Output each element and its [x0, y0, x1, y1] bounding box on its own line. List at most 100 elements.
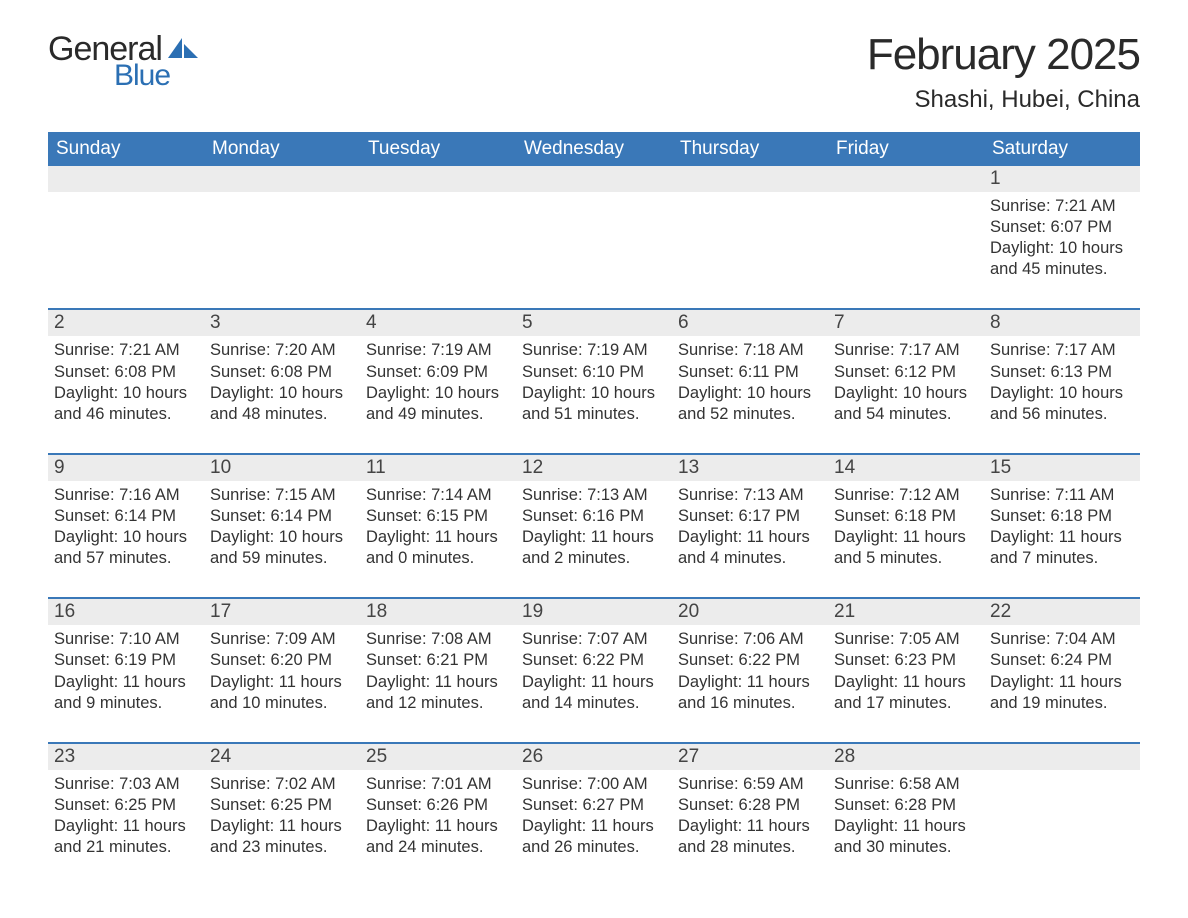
day-number-empty	[516, 166, 672, 192]
day-of-week-label: Saturday	[984, 132, 1140, 166]
sunrise-line: Sunrise: 7:03 AM	[54, 774, 198, 795]
daylight-line: Daylight: 11 hours and 0 minutes.	[366, 527, 510, 569]
calendar-week: 232425262728Sunrise: 7:03 AMSunset: 6:25…	[48, 742, 1140, 868]
daylight-line: Daylight: 11 hours and 16 minutes.	[678, 672, 822, 714]
daylight-line: Daylight: 11 hours and 17 minutes.	[834, 672, 978, 714]
day-cell: Sunrise: 7:07 AMSunset: 6:22 PMDaylight:…	[516, 625, 672, 741]
sunset-line: Sunset: 6:22 PM	[522, 650, 666, 671]
sunset-line: Sunset: 6:15 PM	[366, 506, 510, 527]
sunrise-line: Sunrise: 7:05 AM	[834, 629, 978, 650]
day-cell: Sunrise: 7:06 AMSunset: 6:22 PMDaylight:…	[672, 625, 828, 741]
day-number-empty	[984, 742, 1140, 770]
daylight-line: Daylight: 10 hours and 46 minutes.	[54, 383, 198, 425]
sunset-line: Sunset: 6:07 PM	[990, 217, 1134, 238]
day-number: 20	[672, 597, 828, 625]
day-cell: Sunrise: 7:08 AMSunset: 6:21 PMDaylight:…	[360, 625, 516, 741]
sunrise-line: Sunrise: 7:02 AM	[210, 774, 354, 795]
daylight-line: Daylight: 10 hours and 51 minutes.	[522, 383, 666, 425]
day-number: 17	[204, 597, 360, 625]
daylight-line: Daylight: 11 hours and 26 minutes.	[522, 816, 666, 858]
sunrise-line: Sunrise: 7:04 AM	[990, 629, 1134, 650]
sunset-line: Sunset: 6:20 PM	[210, 650, 354, 671]
day-number: 1	[984, 166, 1140, 192]
day-of-week-label: Sunday	[48, 132, 204, 166]
sunset-line: Sunset: 6:14 PM	[210, 506, 354, 527]
day-number: 26	[516, 742, 672, 770]
day-of-week-header: SundayMondayTuesdayWednesdayThursdayFrid…	[48, 132, 1140, 166]
sunset-line: Sunset: 6:26 PM	[366, 795, 510, 816]
daylight-line: Daylight: 10 hours and 48 minutes.	[210, 383, 354, 425]
daylight-line: Daylight: 11 hours and 24 minutes.	[366, 816, 510, 858]
sunrise-line: Sunrise: 7:20 AM	[210, 340, 354, 361]
day-number: 12	[516, 453, 672, 481]
day-cell: Sunrise: 7:12 AMSunset: 6:18 PMDaylight:…	[828, 481, 984, 597]
day-number-empty	[828, 166, 984, 192]
day-number: 19	[516, 597, 672, 625]
day-number: 24	[204, 742, 360, 770]
daylight-line: Daylight: 10 hours and 52 minutes.	[678, 383, 822, 425]
day-cell: Sunrise: 6:59 AMSunset: 6:28 PMDaylight:…	[672, 770, 828, 868]
sunrise-line: Sunrise: 7:17 AM	[990, 340, 1134, 361]
sunset-line: Sunset: 6:11 PM	[678, 362, 822, 383]
title-block: February 2025 Shashi, Hubei, China	[867, 30, 1140, 114]
sunrise-line: Sunrise: 7:06 AM	[678, 629, 822, 650]
calendar-week: 9101112131415Sunrise: 7:16 AMSunset: 6:1…	[48, 453, 1140, 597]
day-cell-empty	[672, 192, 828, 308]
day-cell: Sunrise: 7:10 AMSunset: 6:19 PMDaylight:…	[48, 625, 204, 741]
sunset-line: Sunset: 6:14 PM	[54, 506, 198, 527]
sunset-line: Sunset: 6:25 PM	[210, 795, 354, 816]
sunrise-line: Sunrise: 6:59 AM	[678, 774, 822, 795]
day-number: 23	[48, 742, 204, 770]
sunset-line: Sunset: 6:28 PM	[678, 795, 822, 816]
daylight-line: Daylight: 11 hours and 4 minutes.	[678, 527, 822, 569]
daylight-line: Daylight: 11 hours and 10 minutes.	[210, 672, 354, 714]
daylight-line: Daylight: 11 hours and 21 minutes.	[54, 816, 198, 858]
day-number: 5	[516, 308, 672, 336]
sunrise-line: Sunrise: 7:13 AM	[522, 485, 666, 506]
sunset-line: Sunset: 6:19 PM	[54, 650, 198, 671]
day-number: 8	[984, 308, 1140, 336]
day-number: 28	[828, 742, 984, 770]
sunrise-line: Sunrise: 7:21 AM	[54, 340, 198, 361]
sunset-line: Sunset: 6:18 PM	[990, 506, 1134, 527]
sunrise-line: Sunrise: 7:11 AM	[990, 485, 1134, 506]
sunset-line: Sunset: 6:08 PM	[54, 362, 198, 383]
sunrise-line: Sunrise: 7:07 AM	[522, 629, 666, 650]
day-number: 27	[672, 742, 828, 770]
day-number: 2	[48, 308, 204, 336]
sunset-line: Sunset: 6:23 PM	[834, 650, 978, 671]
sunset-line: Sunset: 6:22 PM	[678, 650, 822, 671]
day-of-week-label: Wednesday	[516, 132, 672, 166]
logo: General Blue	[48, 30, 198, 93]
day-cell: Sunrise: 7:17 AMSunset: 6:13 PMDaylight:…	[984, 336, 1140, 452]
day-cell-empty	[516, 192, 672, 308]
day-of-week-label: Thursday	[672, 132, 828, 166]
day-number: 13	[672, 453, 828, 481]
day-number: 10	[204, 453, 360, 481]
sunrise-line: Sunrise: 7:13 AM	[678, 485, 822, 506]
day-cell: Sunrise: 7:04 AMSunset: 6:24 PMDaylight:…	[984, 625, 1140, 741]
day-number: 3	[204, 308, 360, 336]
sunset-line: Sunset: 6:27 PM	[522, 795, 666, 816]
location: Shashi, Hubei, China	[867, 86, 1140, 114]
sunset-line: Sunset: 6:25 PM	[54, 795, 198, 816]
sunrise-line: Sunrise: 7:16 AM	[54, 485, 198, 506]
sunset-line: Sunset: 6:08 PM	[210, 362, 354, 383]
calendar-week: 16171819202122Sunrise: 7:10 AMSunset: 6:…	[48, 597, 1140, 741]
calendar: SundayMondayTuesdayWednesdayThursdayFrid…	[48, 132, 1140, 868]
day-of-week-label: Friday	[828, 132, 984, 166]
sunset-line: Sunset: 6:09 PM	[366, 362, 510, 383]
daylight-line: Daylight: 11 hours and 19 minutes.	[990, 672, 1134, 714]
day-number: 4	[360, 308, 516, 336]
day-number: 11	[360, 453, 516, 481]
day-cell-empty	[360, 192, 516, 308]
day-cell: Sunrise: 7:05 AMSunset: 6:23 PMDaylight:…	[828, 625, 984, 741]
sunrise-line: Sunrise: 7:19 AM	[366, 340, 510, 361]
daylight-line: Daylight: 10 hours and 45 minutes.	[990, 238, 1134, 280]
daylight-line: Daylight: 11 hours and 12 minutes.	[366, 672, 510, 714]
day-cell: Sunrise: 7:09 AMSunset: 6:20 PMDaylight:…	[204, 625, 360, 741]
day-cell: Sunrise: 7:17 AMSunset: 6:12 PMDaylight:…	[828, 336, 984, 452]
sunrise-line: Sunrise: 7:12 AM	[834, 485, 978, 506]
day-cell: Sunrise: 7:16 AMSunset: 6:14 PMDaylight:…	[48, 481, 204, 597]
day-number-empty	[48, 166, 204, 192]
